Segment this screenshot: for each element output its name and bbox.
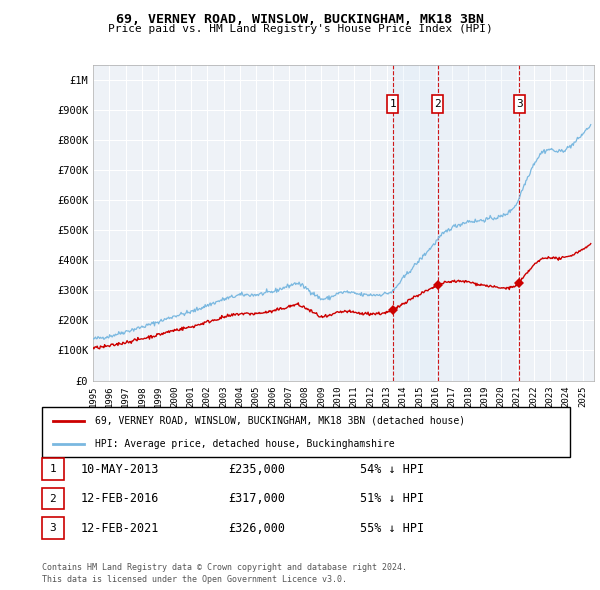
Text: £317,000: £317,000 <box>228 492 285 505</box>
Text: 69, VERNEY ROAD, WINSLOW, BUCKINGHAM, MK18 3BN (detached house): 69, VERNEY ROAD, WINSLOW, BUCKINGHAM, MK… <box>95 415 465 425</box>
FancyBboxPatch shape <box>432 95 443 113</box>
Text: Price paid vs. HM Land Registry's House Price Index (HPI): Price paid vs. HM Land Registry's House … <box>107 24 493 34</box>
Text: 1: 1 <box>49 464 56 474</box>
Text: 3: 3 <box>516 99 523 109</box>
Text: HPI: Average price, detached house, Buckinghamshire: HPI: Average price, detached house, Buck… <box>95 439 394 449</box>
Text: This data is licensed under the Open Government Licence v3.0.: This data is licensed under the Open Gov… <box>42 575 347 584</box>
Text: 2: 2 <box>434 99 441 109</box>
FancyBboxPatch shape <box>514 95 525 113</box>
Text: 69, VERNEY ROAD, WINSLOW, BUCKINGHAM, MK18 3BN: 69, VERNEY ROAD, WINSLOW, BUCKINGHAM, MK… <box>116 13 484 26</box>
Text: 54% ↓ HPI: 54% ↓ HPI <box>360 463 424 476</box>
Bar <box>392 65 437 381</box>
Text: 2: 2 <box>49 494 56 503</box>
Text: 3: 3 <box>49 523 56 533</box>
Text: Contains HM Land Registry data © Crown copyright and database right 2024.: Contains HM Land Registry data © Crown c… <box>42 563 407 572</box>
Text: £326,000: £326,000 <box>228 522 285 535</box>
Text: 51% ↓ HPI: 51% ↓ HPI <box>360 492 424 505</box>
Text: 55% ↓ HPI: 55% ↓ HPI <box>360 522 424 535</box>
FancyBboxPatch shape <box>387 95 398 113</box>
Text: 1: 1 <box>389 99 396 109</box>
Text: 12-FEB-2016: 12-FEB-2016 <box>81 492 160 505</box>
Bar <box>437 65 519 381</box>
Text: £235,000: £235,000 <box>228 463 285 476</box>
Text: 12-FEB-2021: 12-FEB-2021 <box>81 522 160 535</box>
Text: 10-MAY-2013: 10-MAY-2013 <box>81 463 160 476</box>
